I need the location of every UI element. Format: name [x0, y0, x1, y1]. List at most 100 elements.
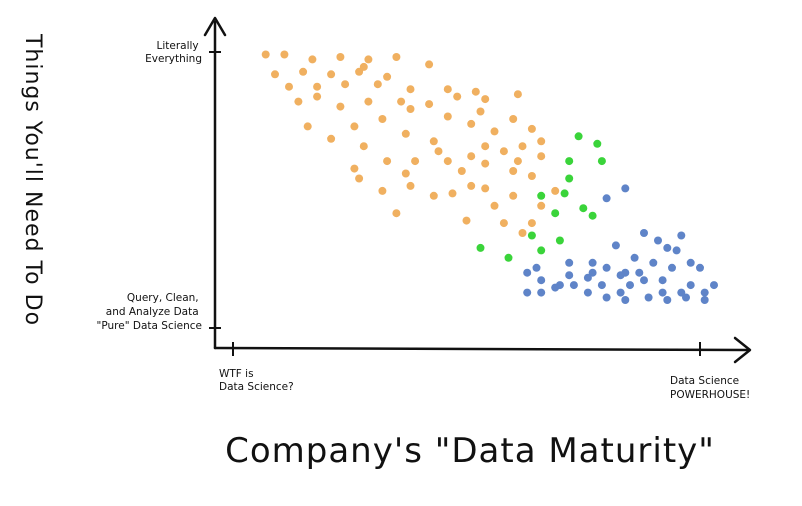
orange-data-point	[341, 80, 350, 89]
orange-data-point	[285, 82, 293, 91]
orange-data-point	[313, 82, 322, 91]
orange-data-point	[406, 85, 415, 94]
orange-data-point	[443, 157, 452, 166]
blue-data-point	[640, 276, 648, 285]
orange-data-point	[383, 72, 392, 81]
orange-data-point	[406, 105, 415, 113]
y-tick-label-top-line-2: Everything	[145, 53, 202, 65]
x-tick-label-left-line-2: Data Science?	[219, 381, 294, 393]
orange-data-point	[481, 142, 490, 151]
green-data-point	[588, 211, 597, 220]
orange-data-point	[467, 119, 476, 128]
y-tick-label-top: Literally Everything	[145, 40, 202, 65]
orange-data-point	[429, 137, 438, 146]
blue-data-point	[532, 263, 541, 272]
orange-data-point	[434, 147, 443, 156]
blue-data-point	[565, 258, 574, 267]
orange-data-point	[509, 167, 518, 175]
orange-data-point	[355, 174, 364, 183]
orange-data-point	[481, 95, 490, 104]
orange-data-point	[313, 92, 322, 101]
blue-data-point	[602, 293, 611, 302]
blue-data-point	[583, 288, 592, 297]
orange-data-point	[327, 134, 336, 143]
green-data-point	[565, 174, 574, 183]
blue-data-point	[677, 231, 686, 240]
orange-data-point	[429, 191, 438, 200]
orange-data-point	[481, 159, 490, 168]
x-tick-label-right-line-2: POWERHOUSE!	[670, 389, 750, 401]
orange-data-point	[527, 124, 536, 133]
blue-data-point	[611, 241, 620, 250]
orange-data-point	[499, 147, 508, 156]
blue-data-point	[551, 283, 560, 292]
green-data-point	[537, 191, 546, 200]
blue-data-point	[640, 229, 648, 237]
orange-data-point	[397, 97, 406, 106]
blue-data-point	[616, 288, 625, 297]
orange-data-point	[406, 181, 415, 190]
blue-data-point	[663, 296, 672, 304]
x-tick-label-right-line-1: Data Science	[670, 375, 739, 387]
green-data-point	[476, 243, 485, 252]
orange-data-point	[378, 186, 387, 195]
tick-labels: Literally Everything Query, Clean, and A…	[97, 40, 751, 401]
blue-data-point	[668, 263, 676, 272]
orange-data-point	[471, 87, 480, 96]
blue-data-point	[654, 236, 662, 245]
x-tick-label-right: Data Science POWERHOUSE!	[670, 375, 750, 401]
blue-data-point	[569, 281, 578, 290]
y-tick-label-bottom-line-2: and Analyze Data	[106, 306, 199, 318]
green-data-point	[593, 139, 602, 148]
blue-data-point	[658, 276, 667, 285]
orange-data-point	[392, 209, 401, 218]
orange-data-point	[280, 50, 289, 59]
blue-data-point	[621, 296, 630, 304]
orange-data-point	[350, 164, 359, 173]
orange-data-point	[518, 142, 527, 151]
orange-data-point	[359, 142, 368, 151]
blue-data-point	[658, 288, 667, 297]
orange-data-point	[411, 157, 420, 166]
orange-data-point	[518, 229, 527, 237]
blue-data-point	[635, 268, 644, 277]
data-points	[261, 50, 718, 304]
orange-data-point	[350, 122, 359, 131]
x-tick-label-left: WTF is Data Science?	[219, 368, 294, 393]
orange-data-point	[443, 112, 452, 121]
blue-data-point	[523, 288, 532, 297]
orange-data-point	[327, 70, 336, 79]
blue-data-point	[682, 293, 690, 302]
axes	[203, 16, 752, 364]
orange-data-point	[425, 100, 434, 109]
orange-data-point	[336, 53, 345, 61]
x-axis-line	[213, 346, 750, 352]
blue-data-point	[588, 258, 597, 267]
orange-data-point	[336, 102, 345, 111]
blue-data-point	[602, 263, 611, 272]
orange-data-point	[537, 137, 546, 146]
green-data-point	[574, 132, 583, 141]
orange-data-point	[457, 167, 466, 175]
orange-data-point	[509, 115, 518, 123]
blue-data-point	[523, 268, 532, 277]
y-tick-label-bottom-line-1: Query, Clean,	[127, 292, 199, 304]
blue-data-point	[710, 281, 718, 290]
blue-data-point	[644, 293, 653, 302]
orange-data-point	[453, 92, 462, 101]
blue-data-point	[565, 271, 574, 280]
x-axis-arrowhead	[733, 336, 752, 364]
blue-data-point	[663, 243, 672, 252]
green-data-point	[579, 204, 588, 213]
green-data-point	[537, 246, 546, 255]
y-tick-label-top-line-1: Literally	[157, 40, 199, 52]
orange-data-point	[303, 122, 312, 131]
orange-data-point	[401, 129, 410, 138]
blue-data-point	[597, 281, 606, 290]
green-data-point	[555, 236, 564, 245]
orange-data-point	[476, 107, 485, 116]
orange-data-point	[537, 201, 546, 210]
green-data-point	[597, 157, 606, 166]
orange-data-point	[509, 191, 518, 200]
